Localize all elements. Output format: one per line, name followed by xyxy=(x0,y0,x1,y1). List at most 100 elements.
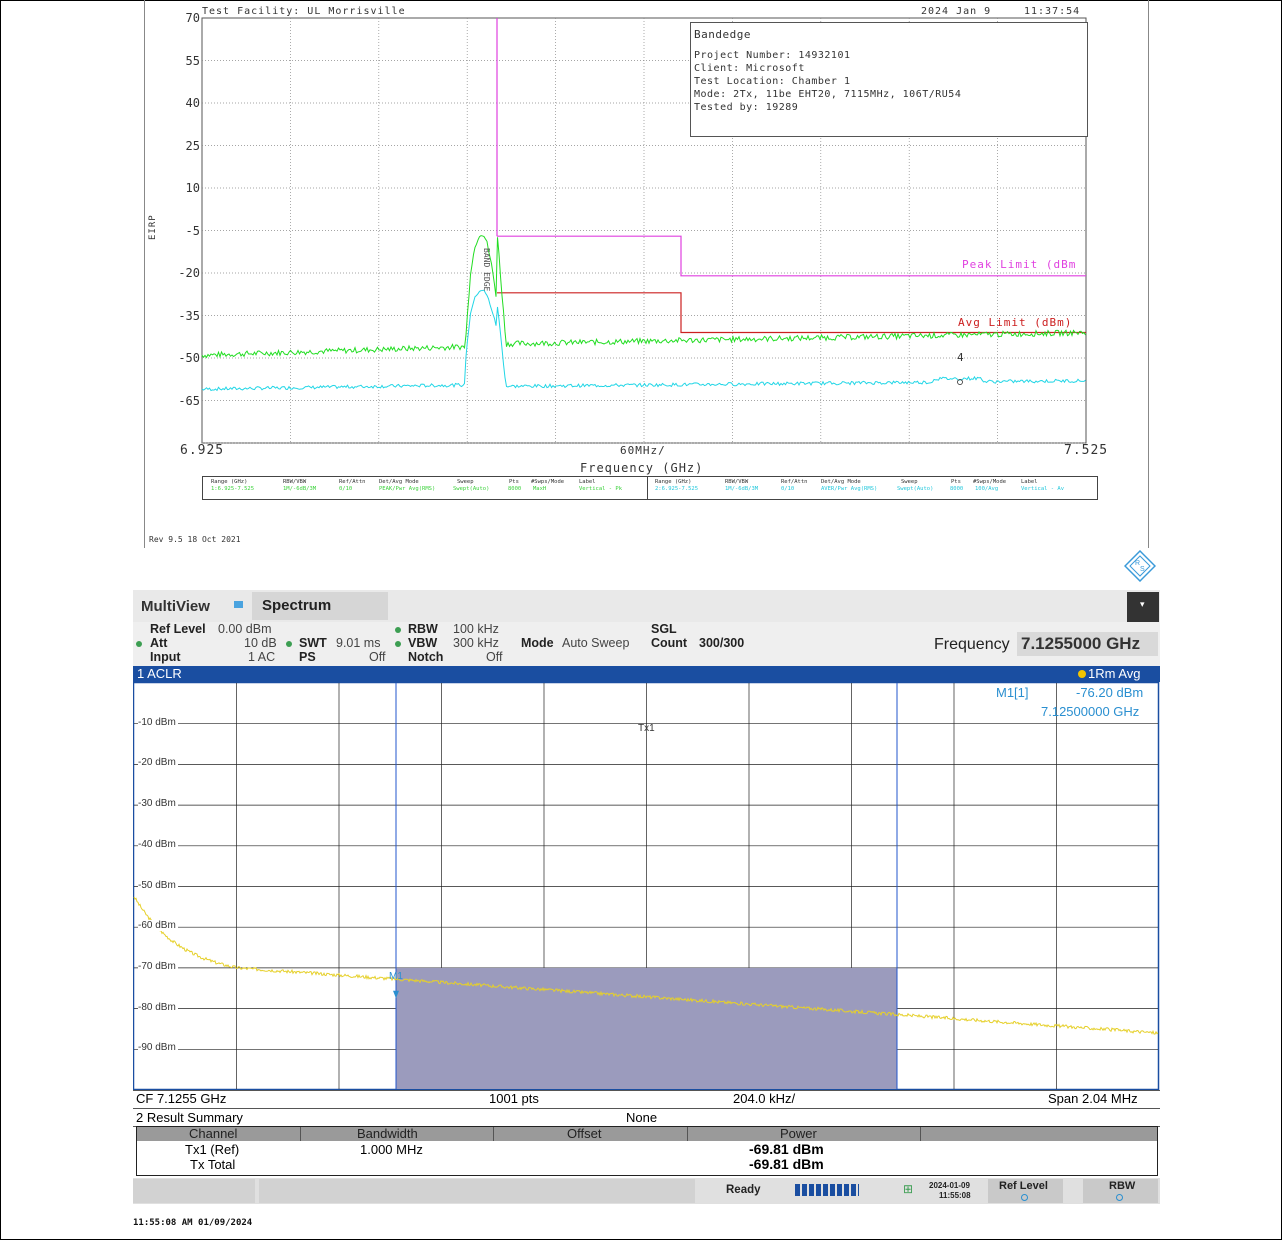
marker-4-label: 4 xyxy=(957,351,964,364)
vbw-value[interactable]: 300 kHz xyxy=(453,636,499,650)
col-bandwidth: Bandwidth xyxy=(357,1126,418,1141)
swt-value[interactable]: 9.01 ms xyxy=(336,636,380,650)
status-field-1[interactable] xyxy=(133,1179,255,1203)
points-count: 1001 pts xyxy=(489,1091,539,1106)
marker-level: -76.20 dBm xyxy=(1076,685,1143,700)
aclr-y-tick: -50 dBm xyxy=(138,880,178,891)
result-summary-title: 2 Result Summary xyxy=(136,1110,243,1125)
diagram-title-bar: 1 ACLR 1Rm Avg xyxy=(133,666,1160,682)
aclr-y-tick: -70 dBm xyxy=(138,961,178,972)
row-power: -69.81 dBm xyxy=(749,1156,824,1172)
tab-multiview[interactable]: MultiView xyxy=(141,598,210,615)
ref-level-value[interactable]: 0.00 dBm xyxy=(218,622,272,636)
plot-y-tick: 25 xyxy=(170,139,200,153)
peak-limit-label: Peak Limit (dBm xyxy=(962,258,1076,271)
rohde-schwarz-logo: R S xyxy=(1124,550,1156,582)
svg-text:S: S xyxy=(1140,566,1145,573)
plot-y-tick: -65 xyxy=(170,394,200,408)
ref-level-softkey[interactable]: Ref Level xyxy=(988,1179,1063,1203)
span: Span 2.04 MHz xyxy=(1048,1091,1138,1106)
att-value[interactable]: 10 dB xyxy=(244,636,277,650)
legend-right-ref-h: Ref/Attn xyxy=(781,479,808,486)
aclr-y-tick: -90 dBm xyxy=(138,1042,178,1053)
info-mode: Mode: 2Tx, 11be EHT20, 7115MHz, 106T/RU5… xyxy=(694,89,961,100)
rbw-label: RBW xyxy=(408,622,438,636)
legend-left-det-v: PEAK/Pwr Avg(RMS) xyxy=(379,486,435,493)
legend-right-sweep-v: Swept(Auto) xyxy=(897,486,933,493)
legend-left-sweep-h: Sweep xyxy=(457,479,474,486)
plot-y-tick: 55 xyxy=(170,54,200,68)
tab-spectrum[interactable]: Spectrum xyxy=(252,592,388,620)
legend-left-pts-v: 8000 xyxy=(508,486,521,493)
settings-panel: Ref Level 0.00 dBm Att 10 dB Input 1 AC … xyxy=(133,622,1160,666)
att-indicator-icon xyxy=(136,641,142,647)
legend-left-label-h: Label xyxy=(579,479,596,486)
row-bandwidth: 1.000 MHz xyxy=(360,1142,423,1157)
plot-y-tick: 70 xyxy=(170,11,200,25)
plot-x-start: 6.925 xyxy=(180,443,224,458)
frequency-field[interactable]: 7.1255000 GHz xyxy=(1017,632,1158,656)
aclr-y-tick: -80 dBm xyxy=(138,1002,178,1013)
plot-y-tick: -5 xyxy=(170,224,200,238)
trace-mode: 1Rm Avg xyxy=(1088,666,1141,681)
legend-left-range-v: 1:6.925-7.525 xyxy=(211,486,254,493)
rbw-value[interactable]: 100 kHz xyxy=(453,622,499,636)
info-title: Bandedge xyxy=(694,29,751,40)
legend-left-ref-h: Ref/Attn xyxy=(339,479,366,486)
notch-label: Notch xyxy=(408,650,443,664)
frequency-axis-bar: CF 7.1255 GHz 1001 pts 204.0 kHz/ Span 2… xyxy=(133,1090,1160,1107)
legend-right-pts-h: Pts xyxy=(951,479,961,486)
result-table-header xyxy=(137,1127,1157,1141)
plot-y-tick: -20 xyxy=(170,266,200,280)
status-field-2[interactable] xyxy=(259,1179,695,1203)
legend-right-det-h: Det/Avg Mode xyxy=(821,479,861,486)
status-ready: Ready xyxy=(726,1184,761,1196)
status-bar: Ready ⊞ 2024-01-09 11:55:08 Ref Level RB… xyxy=(133,1178,1160,1204)
row-channel: Tx1 (Ref) xyxy=(185,1142,239,1157)
indicator-icon xyxy=(1116,1194,1123,1201)
result-summary: 2 Result Summary None Channel Bandwidth … xyxy=(133,1108,1160,1176)
plot-x-label: Frequency (GHz) xyxy=(580,461,703,475)
legend-left-det-h: Det/Avg Mode xyxy=(379,479,419,486)
ref-level-softkey-label: Ref Level xyxy=(999,1180,1048,1192)
sgl-label: SGL xyxy=(651,622,677,636)
legend-right-mode-v: 100/Avg xyxy=(975,486,998,493)
tx1-channel-label: Tx1 xyxy=(638,723,655,734)
plot-y-tick: -35 xyxy=(170,309,200,323)
ps-label: PS xyxy=(299,650,316,664)
marker-m1-tag[interactable]: M1 xyxy=(389,971,403,982)
plot-x-end: 7.525 xyxy=(1064,443,1108,458)
count-label: Count xyxy=(651,636,687,650)
network-icon: ⊞ xyxy=(903,1182,913,1196)
mode-value[interactable]: Auto Sweep xyxy=(562,636,629,650)
info-project: Project Number: 14932101 xyxy=(694,50,851,61)
input-value[interactable]: 1 AC xyxy=(248,650,275,664)
aclr-y-tick: -20 dBm xyxy=(138,757,178,768)
rbw-softkey[interactable]: RBW xyxy=(1083,1179,1158,1203)
vbw-indicator-icon xyxy=(395,641,401,647)
legend-right-range-v: 2:6.925-7.525 xyxy=(655,486,698,493)
ref-level-label: Ref Level xyxy=(150,622,206,636)
rbw-indicator-icon xyxy=(395,627,401,633)
plot-info-box: Bandedge Project Number: 14932101 Client… xyxy=(690,22,1088,137)
aclr-y-tick: -40 dBm xyxy=(138,839,178,850)
legend-left-pts-h: Pts xyxy=(509,479,519,486)
channel-bandwidth-fill xyxy=(396,968,897,1089)
legend-right-label-h: Label xyxy=(1021,479,1038,486)
legend-left-mode-h: #Swps/Mode xyxy=(531,479,564,486)
legend-right-pts-v: 8000 xyxy=(950,486,963,493)
swt-label: SWT xyxy=(299,636,327,650)
ps-value[interactable]: Off xyxy=(369,650,385,664)
plot-y-tick: 40 xyxy=(170,96,200,110)
input-label: Input xyxy=(150,650,181,664)
vbw-label: VBW xyxy=(408,636,437,650)
legend-right-range-h: Range (GHz) xyxy=(655,479,691,486)
mode-label: Mode xyxy=(521,636,554,650)
dropdown-button[interactable]: ▾ xyxy=(1127,592,1159,622)
legend-left-ref-v: 0/10 xyxy=(339,486,352,493)
notch-value[interactable]: Off xyxy=(486,650,502,664)
result-table: Channel Bandwidth Offset Power Tx1 (Ref)… xyxy=(136,1126,1158,1176)
aclr-diagram xyxy=(133,682,1160,1091)
legend-right-ref-v: 0/10 xyxy=(781,486,794,493)
chevron-down-icon: ▾ xyxy=(1140,600,1145,610)
